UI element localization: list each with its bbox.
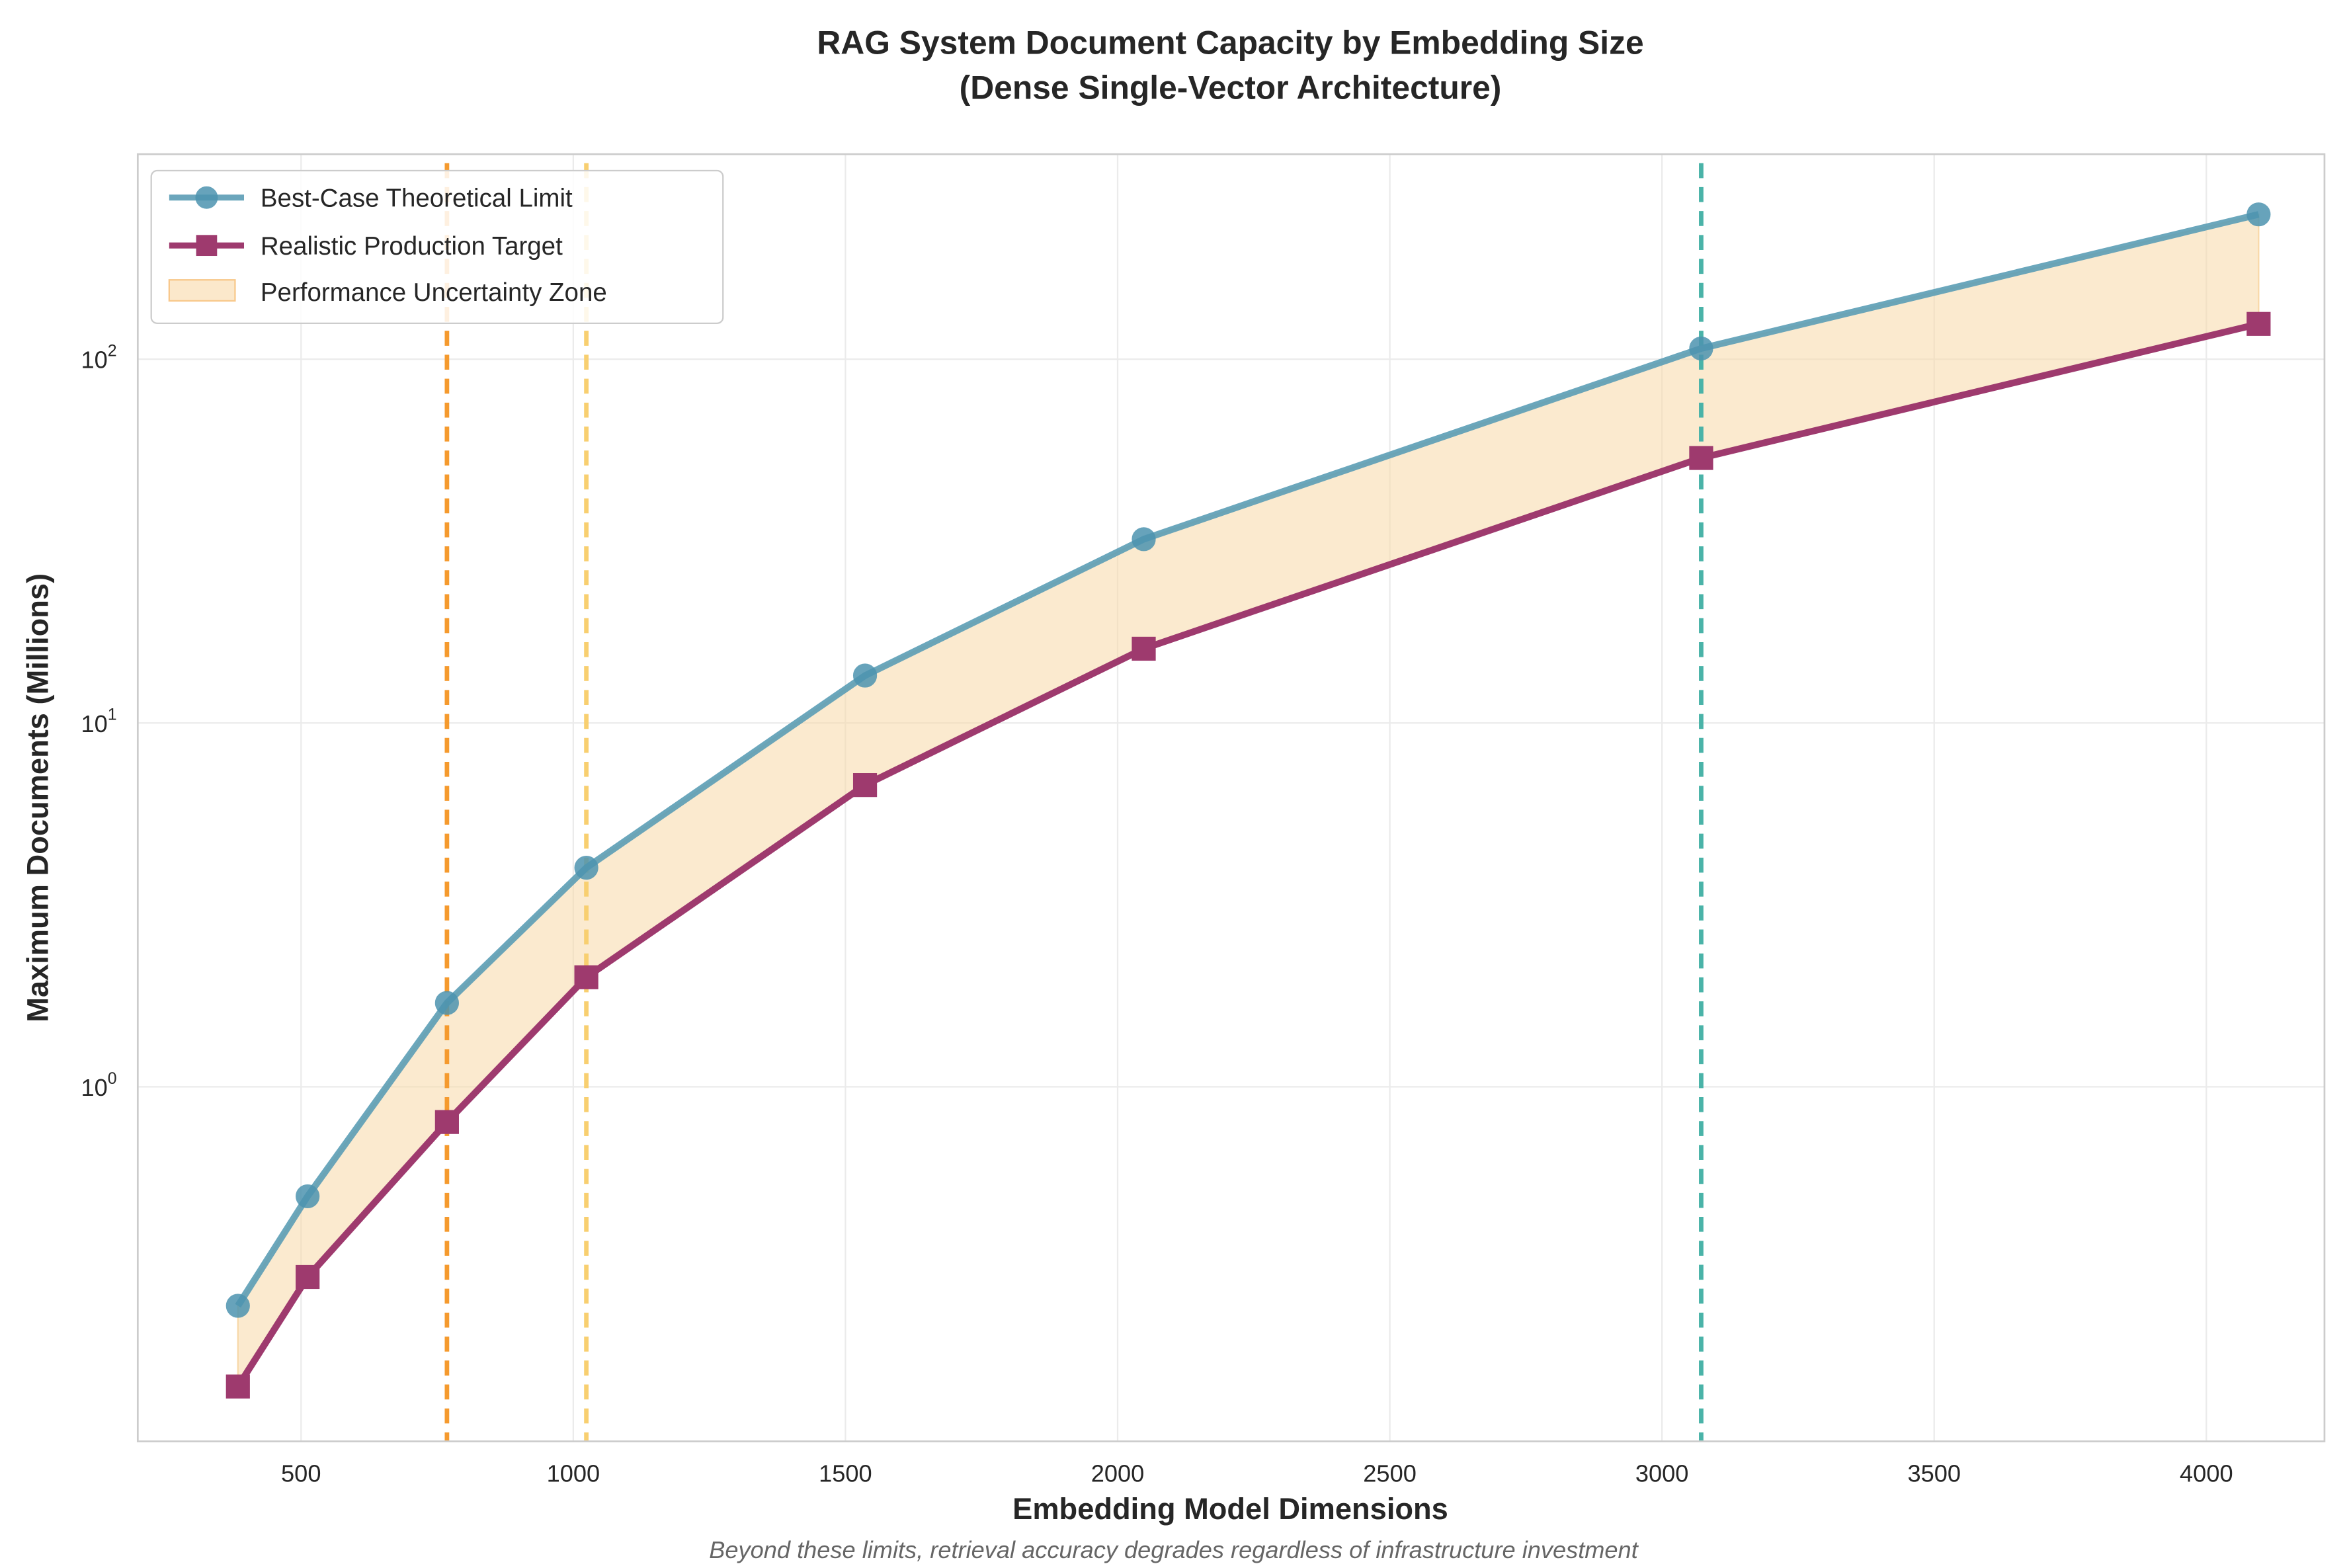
data-point-realistic — [1689, 446, 1713, 470]
chart-subtitle: (Dense Single-Vector Architecture) — [960, 69, 1502, 106]
data-point-best-case — [296, 1184, 320, 1209]
x-tick-label: 1500 — [819, 1460, 872, 1487]
data-point-best-case — [226, 1294, 250, 1318]
x-tick-label: 2500 — [1363, 1460, 1417, 1487]
x-tick-label: 3000 — [1635, 1460, 1689, 1487]
data-point-realistic — [2246, 311, 2271, 336]
data-point-realistic — [226, 1374, 250, 1399]
footnote: Beyond these limits, retrieval accuracy … — [709, 1536, 1639, 1563]
x-tick-label: 4000 — [2180, 1460, 2233, 1487]
data-point-realistic — [852, 773, 878, 798]
x-axis-label: Embedding Model Dimensions — [1012, 1492, 1448, 1526]
legend-label-uncertainty: Performance Uncertainty Zone — [261, 278, 607, 307]
legend-square-icon — [196, 235, 218, 257]
plot-frame — [136, 153, 2326, 1442]
legend-label-best-case: Best-Case Theoretical Limit — [261, 184, 573, 212]
x-tick-label: 1000 — [547, 1460, 600, 1487]
chart-title: RAG System Document Capacity by Embeddin… — [817, 24, 1643, 61]
legend-fill-swatch — [168, 279, 236, 302]
data-point-realistic — [296, 1264, 320, 1290]
series-group — [226, 202, 2271, 1399]
x-tick-label: 3500 — [1907, 1460, 1961, 1487]
data-point-best-case — [434, 991, 459, 1015]
legend-label-realistic: Realistic Production Target — [261, 232, 563, 261]
x-tick-label: 500 — [281, 1460, 321, 1487]
data-point-best-case — [1689, 336, 1713, 361]
data-point-realistic — [1132, 636, 1156, 661]
y-axis-label: Maximum Documents (Millions) — [21, 573, 55, 1022]
data-point-best-case — [1132, 527, 1156, 552]
x-ticks: 500 1000 1500 2000 2500 3000 3500 4000 — [281, 1460, 2233, 1487]
data-point-best-case — [852, 663, 878, 688]
data-point-realistic — [574, 965, 598, 989]
x-tick-label: 2000 — [1091, 1460, 1145, 1487]
data-point-best-case — [2246, 202, 2271, 227]
legend-circle-icon — [195, 186, 218, 209]
legend: Best-Case Theoretical Limit Realistic Pr… — [150, 169, 724, 324]
series-line — [235, 211, 2260, 1308]
data-point-best-case — [574, 856, 598, 880]
series-line — [235, 320, 2260, 1389]
data-point-realistic — [434, 1110, 459, 1134]
vertical-reference-lines — [444, 163, 1704, 1442]
